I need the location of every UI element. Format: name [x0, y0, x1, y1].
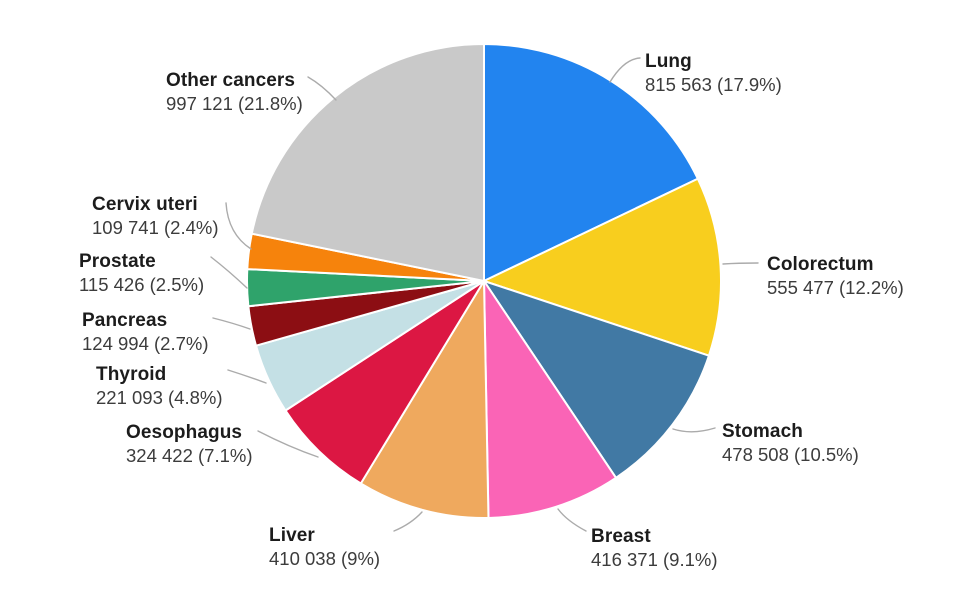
slice-name-colorectum: Colorectum — [767, 254, 874, 275]
pie-slice-colorectum — [483, 177, 722, 357]
slice-value-liver: 410 038 (9%) — [269, 548, 381, 569]
slice-label-prostate: Prostate 115 426 (2.5%) — [79, 250, 204, 296]
leader-line-thyroid — [227, 369, 267, 384]
slice-name-prostate: Prostate — [79, 251, 156, 272]
leader-line-stomach — [672, 427, 716, 433]
slice-label-oesophagus: Oesophagus 324 422 (7.1%) — [126, 421, 253, 467]
slice-value-cervix-uteri: 109 741 (2.4%) — [92, 217, 219, 238]
slice-value-pancreas: 124 994 (2.7%) — [82, 333, 209, 354]
slice-name-pancreas: Pancreas — [82, 310, 168, 331]
slice-name-lung: Lung — [645, 51, 692, 72]
slice-label-cervix-uteri: Cervix uteri 109 741 (2.4%) — [92, 193, 219, 239]
leader-line-pancreas — [212, 317, 251, 330]
slice-label-pancreas: Pancreas 124 994 (2.7%) — [82, 309, 209, 355]
slice-name-thyroid: Thyroid — [96, 364, 167, 385]
pie-slice-liver — [359, 280, 490, 519]
slice-label-thyroid: Thyroid 221 093 (4.8%) — [96, 363, 223, 409]
slice-value-other-cancers: 997 121 (21.8%) — [166, 93, 303, 114]
leader-line-oesophagus — [257, 430, 319, 458]
leader-line-cervix-uteri — [225, 202, 252, 250]
leader-line-lung — [609, 57, 641, 83]
slice-value-lung: 815 563 (17.9%) — [645, 74, 782, 95]
slice-label-breast: Breast 416 371 (9.1%) — [591, 525, 718, 571]
leader-line-colorectum — [722, 262, 759, 265]
slice-name-cervix-uteri: Cervix uteri — [92, 194, 198, 215]
slice-value-prostate: 115 426 (2.5%) — [79, 274, 205, 295]
slice-value-breast: 416 371 (9.1%) — [591, 549, 718, 570]
slice-name-liver: Liver — [269, 525, 315, 546]
leader-line-breast — [557, 508, 587, 532]
slice-name-stomach: Stomach — [722, 421, 803, 442]
slice-label-liver: Liver 410 038 (9%) — [269, 524, 380, 570]
slice-label-stomach: Stomach 478 508 (10.5%) — [722, 420, 859, 466]
slice-name-breast: Breast — [591, 526, 651, 547]
slice-label-colorectum: Colorectum 555 477 (12.2%) — [767, 253, 904, 299]
slice-value-thyroid: 221 093 (4.8%) — [96, 387, 223, 408]
slice-value-oesophagus: 324 422 (7.1%) — [126, 445, 253, 466]
slice-label-lung: Lung 815 563 (17.9%) — [645, 50, 782, 96]
slice-value-colorectum: 555 477 (12.2%) — [767, 277, 904, 298]
leader-line-other-cancers — [307, 76, 337, 101]
pie-slice-oesophagus — [284, 280, 485, 485]
pie-slice-breast — [483, 280, 617, 519]
slice-name-oesophagus: Oesophagus — [126, 422, 243, 443]
slice-value-stomach: 478 508 (10.5%) — [722, 444, 859, 465]
leader-line-prostate — [210, 256, 248, 289]
leader-line-liver — [393, 511, 423, 532]
pie-slice-stomach — [483, 280, 710, 479]
slice-name-other-cancers: Other cancers — [166, 70, 296, 91]
slice-label-other-cancers: Other cancers 997 121 (21.8%) — [166, 69, 303, 115]
